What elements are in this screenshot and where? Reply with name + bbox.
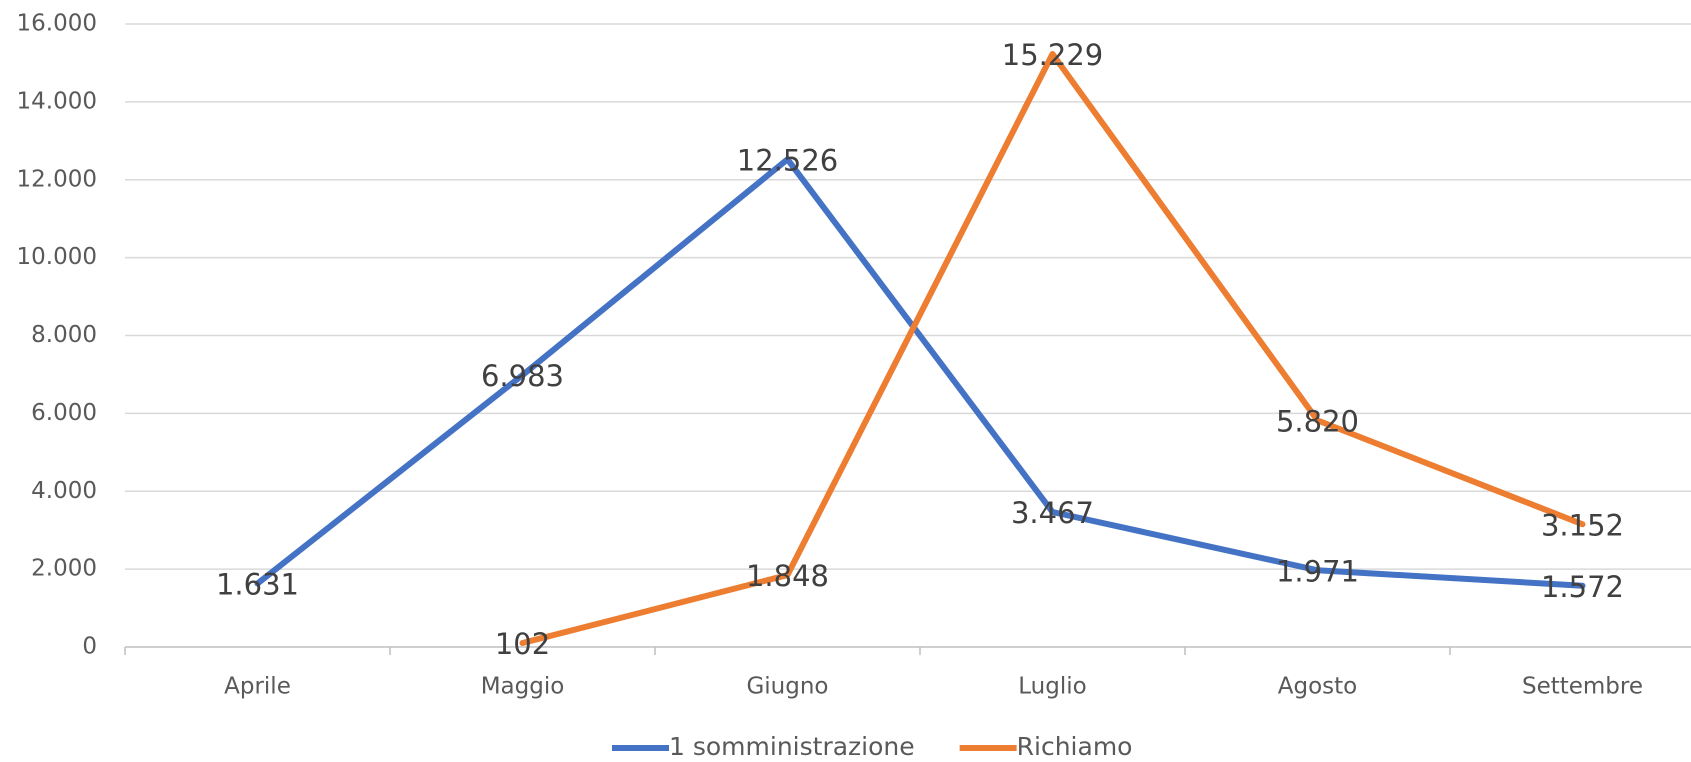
x-tick-label: Settembre xyxy=(1522,674,1643,700)
data-label: 1.572 xyxy=(1541,570,1624,604)
y-tick-label: 2.000 xyxy=(31,556,97,582)
y-tick-label: 10.000 xyxy=(17,244,97,270)
x-tick-label: Giugno xyxy=(746,674,828,700)
data-label: 15.229 xyxy=(1002,38,1103,72)
data-label: 1.631 xyxy=(216,567,299,601)
data-label: 102 xyxy=(495,627,550,661)
series-line xyxy=(254,156,1586,589)
data-label: 1.848 xyxy=(746,559,829,593)
y-tick-label: 12.000 xyxy=(17,166,97,192)
x-tick-label: Agosto xyxy=(1278,674,1357,700)
y-tick-label: 8.000 xyxy=(31,322,97,348)
x-tick-label: Maggio xyxy=(481,674,565,700)
y-tick-label: 4.000 xyxy=(31,478,97,504)
y-tick-label: 16.000 xyxy=(17,11,97,37)
data-label: 1.971 xyxy=(1276,554,1359,588)
series-line xyxy=(519,51,1586,647)
data-label: 12.526 xyxy=(737,143,838,177)
data-label: 3.467 xyxy=(1011,496,1094,530)
legend-label: 1 somministrazione xyxy=(669,732,915,761)
x-tick-label: Luglio xyxy=(1018,674,1086,700)
y-tick-label: 6.000 xyxy=(31,400,97,426)
y-tick-label: 0 xyxy=(82,634,97,660)
data-label: 5.820 xyxy=(1276,404,1359,438)
legend-label: Richiamo xyxy=(1017,732,1133,761)
data-label: 3.152 xyxy=(1541,508,1624,542)
data-label: 6.983 xyxy=(481,359,564,393)
x-tick-label: Aprile xyxy=(224,674,291,700)
y-tick-label: 14.000 xyxy=(17,88,97,114)
